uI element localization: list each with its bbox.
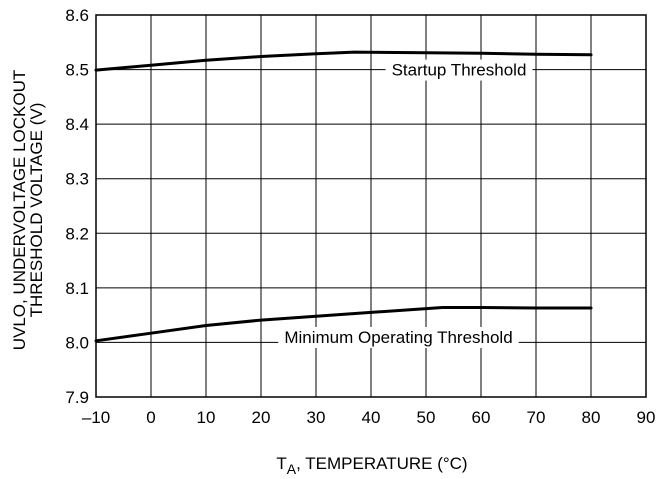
x-tick-label: 60 <box>472 408 491 427</box>
y-axis-title-line-1: UVLO, UNDERVOLTAGE LOCKOUT <box>10 70 29 351</box>
series-label-0: Startup Threshold <box>392 61 527 80</box>
series-label-backdrop <box>278 326 519 348</box>
y-tick-labels: 7.9 8.0 8.1 8.2 8.3 8.4 8.5 8.6 <box>65 6 89 407</box>
series-lines <box>94 50 593 343</box>
y-axis-title-line-2: THRESHOLD VOLTAGE (V) <box>27 103 46 318</box>
x-tick-label: 50 <box>417 408 436 427</box>
series-label-backdrop <box>385 59 533 81</box>
x-axis-title-rest: , TEMPERATURE (°C) <box>296 454 467 473</box>
x-tick-label: 30 <box>307 408 326 427</box>
x-tick-label: 80 <box>582 408 601 427</box>
x-axis-title-subscript: A <box>287 461 297 477</box>
y-tick-label: 8.4 <box>65 115 89 134</box>
y-tick-label: 7.9 <box>65 388 89 407</box>
y-tick-label: 8.1 <box>65 279 89 298</box>
y-tick-label: 8.5 <box>65 61 89 80</box>
y-tick-label: 8.6 <box>65 6 89 25</box>
x-tick-label: 10 <box>197 408 216 427</box>
x-tick-label: 90 <box>637 408 656 427</box>
x-axis-title-prefix: T <box>276 454 286 473</box>
x-tick-label: 0 <box>146 408 155 427</box>
y-tick-label: 8.2 <box>65 224 89 243</box>
x-tick-labels: –10 0 10 20 30 40 50 60 70 80 90 <box>82 408 656 427</box>
x-tick-label: 70 <box>527 408 546 427</box>
x-axis-title: TA, TEMPERATURE (°C) <box>276 454 467 477</box>
y-tick-label: 8.3 <box>65 170 89 189</box>
series-label-1: Minimum Operating Threshold <box>284 328 512 347</box>
y-tick-label: 8.0 <box>65 333 89 352</box>
series-labels: Startup Threshold Minimum Operating Thres… <box>278 59 533 348</box>
x-tick-label: 40 <box>362 408 381 427</box>
series-line-1 <box>94 306 593 343</box>
y-axis-title: UVLO, UNDERVOLTAGE LOCKOUT THRESHOLD VOL… <box>10 70 46 351</box>
x-tick-label: 20 <box>252 408 271 427</box>
x-tick-label: –10 <box>82 408 110 427</box>
series-line-0 <box>94 50 593 72</box>
plot-frame <box>95 14 647 398</box>
